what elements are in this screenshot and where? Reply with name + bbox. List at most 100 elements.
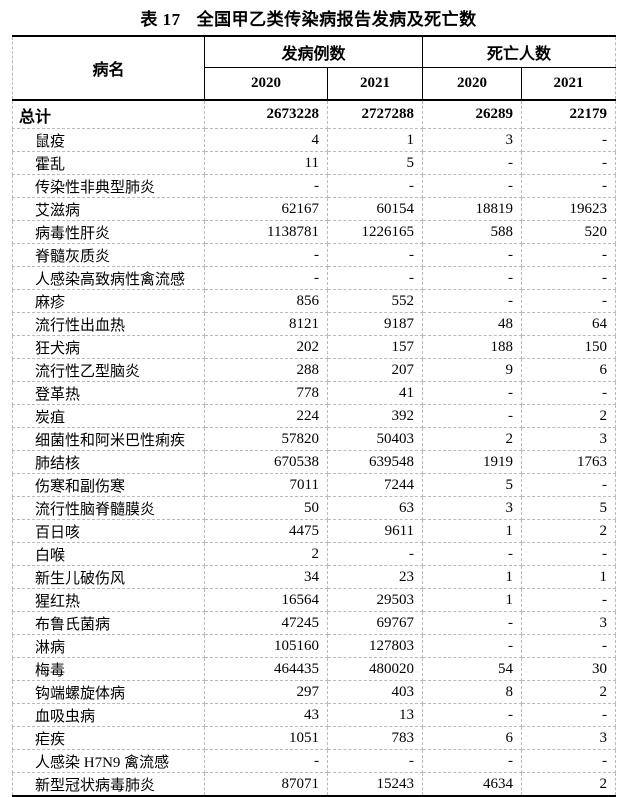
value-cell: 9611 [326, 519, 424, 543]
value-cell: 464435 [204, 657, 328, 681]
disease-name-cell: 流行性脑脊髓膜炎 [12, 496, 205, 520]
value-cell: 3 [521, 611, 617, 635]
disease-name-cell: 麻疹 [12, 289, 205, 313]
header-deaths: 死亡人数 [422, 35, 617, 68]
value-cell: 87071 [204, 772, 328, 797]
value-cell: - [204, 266, 328, 290]
table-row: 炭疽 224 392-2 [12, 404, 617, 428]
value-cell: 2 [204, 542, 328, 566]
table-row: 登革热 778 41- - [12, 381, 617, 405]
value-cell: 4634 [422, 772, 523, 797]
value-cell: 9187 [326, 312, 424, 336]
value-cell: - [422, 243, 523, 267]
header-year: 2021 [326, 67, 424, 101]
value-cell: 57820 [204, 427, 328, 451]
table-row: 白喉 2- - - [12, 542, 617, 566]
value-cell: 3 [422, 128, 523, 152]
value-cell: 4475 [204, 519, 328, 543]
value-cell: - [326, 542, 424, 566]
value-cell: 34 [204, 565, 328, 589]
disease-name-cell: 霍乱 [12, 151, 205, 175]
table-number: 表 17 [140, 10, 181, 29]
header-disease-name: 病名 [12, 35, 205, 101]
table-row: 新生儿破伤风 34 23 1 1 [12, 565, 617, 589]
table-row: 人感染 H7N9 禽流感 - - - - [12, 749, 617, 773]
value-cell: - [422, 151, 523, 175]
table-row: 人感染高致病性禽流感 - - - - [12, 266, 617, 290]
value-cell: 392 [326, 404, 424, 428]
value-cell: 6 [422, 726, 523, 750]
table-row: 百日咳 4475 9611 1 2 [12, 519, 617, 543]
value-cell: 13 [326, 703, 424, 727]
table-row: 传染性非典型肺炎 - - - - [12, 174, 617, 198]
value-cell: 588 [422, 220, 523, 244]
value-cell: 62167 [204, 197, 328, 221]
disease-name-cell: 传染性非典型肺炎 [12, 174, 205, 198]
value-cell: 47245 [204, 611, 328, 635]
value-cell: 3 [521, 726, 617, 750]
value-cell: 50 [204, 496, 328, 520]
value-cell: - [422, 404, 523, 428]
value-cell: - [521, 289, 617, 313]
table-row: 细菌性和阿米巴性痢疾 57820 50403 2 3 [12, 427, 617, 451]
value-cell: - [326, 266, 424, 290]
value-cell: 22179 [521, 99, 617, 129]
value-cell: 297 [204, 680, 328, 704]
value-cell: 1226165 [326, 220, 424, 244]
value-cell: - [422, 381, 523, 405]
value-cell: 4 [204, 128, 328, 152]
total-row: 总计 2673228 2727288 26289 22179 [12, 99, 617, 129]
value-cell: 157 [326, 335, 424, 359]
value-cell: 1 [326, 128, 424, 152]
value-cell: - [422, 703, 523, 727]
value-cell: 2 [521, 519, 617, 543]
disease-name-cell: 疟疾 [12, 726, 205, 750]
header-year: 2021 [521, 67, 617, 101]
value-cell: 54 [422, 657, 523, 681]
value-cell: 7244 [326, 473, 424, 497]
value-cell: 2727288 [326, 99, 424, 129]
value-cell: 3 [422, 496, 523, 520]
value-cell: 5 [422, 473, 523, 497]
value-cell: 207 [326, 358, 424, 382]
value-cell: - [326, 174, 424, 198]
value-cell: 1919 [422, 450, 523, 474]
value-cell: 1763 [521, 450, 617, 474]
value-cell: - [521, 128, 617, 152]
disease-name-cell: 炭疽 [12, 404, 205, 428]
value-cell: 552 [326, 289, 424, 313]
value-cell: 19623 [521, 197, 617, 221]
disease-name-cell: 流行性乙型脑炎 [12, 358, 205, 382]
value-cell: - [422, 749, 523, 773]
table-row: 新型冠状病毒肺炎 87071 15243 4634 2 [12, 772, 617, 797]
value-cell: - [422, 174, 523, 198]
value-cell: 30 [521, 657, 617, 681]
disease-name-cell: 血吸虫病 [12, 703, 205, 727]
value-cell: - [326, 243, 424, 267]
table-row: 伤寒和副伤寒 7011 7244 5- [12, 473, 617, 497]
value-cell: - [422, 289, 523, 313]
value-cell: 48 [422, 312, 523, 336]
table-row: 钩端螺旋体病 297 403 8 2 [12, 680, 617, 704]
value-cell: 1138781 [204, 220, 328, 244]
value-cell: 3 [521, 427, 617, 451]
disease-name-cell: 细菌性和阿米巴性痢疾 [12, 427, 205, 451]
header-cases: 发病例数 [203, 35, 424, 68]
value-cell: 856 [204, 289, 328, 313]
disease-name-cell: 百日咳 [12, 519, 205, 543]
table-row: 艾滋病 62167 60154 18819 19623 [12, 197, 617, 221]
table-row: 流行性乙型脑炎 288 207 9 6 [12, 358, 617, 382]
value-cell: 1 [422, 565, 523, 589]
value-cell: 23 [326, 565, 424, 589]
value-cell: 403 [326, 680, 424, 704]
table-caption: 全国甲乙类传染病报告发病及死亡数 [196, 10, 477, 29]
value-cell: 6 [521, 358, 617, 382]
disease-name-cell: 艾滋病 [12, 197, 205, 221]
value-cell: - [521, 634, 617, 658]
value-cell: - [521, 243, 617, 267]
header-year: 2020 [204, 67, 328, 101]
disease-name-cell: 流行性出血热 [12, 312, 205, 336]
value-cell: 29503 [326, 588, 424, 612]
disease-name-cell: 淋病 [12, 634, 205, 658]
value-cell: 2 [422, 427, 523, 451]
